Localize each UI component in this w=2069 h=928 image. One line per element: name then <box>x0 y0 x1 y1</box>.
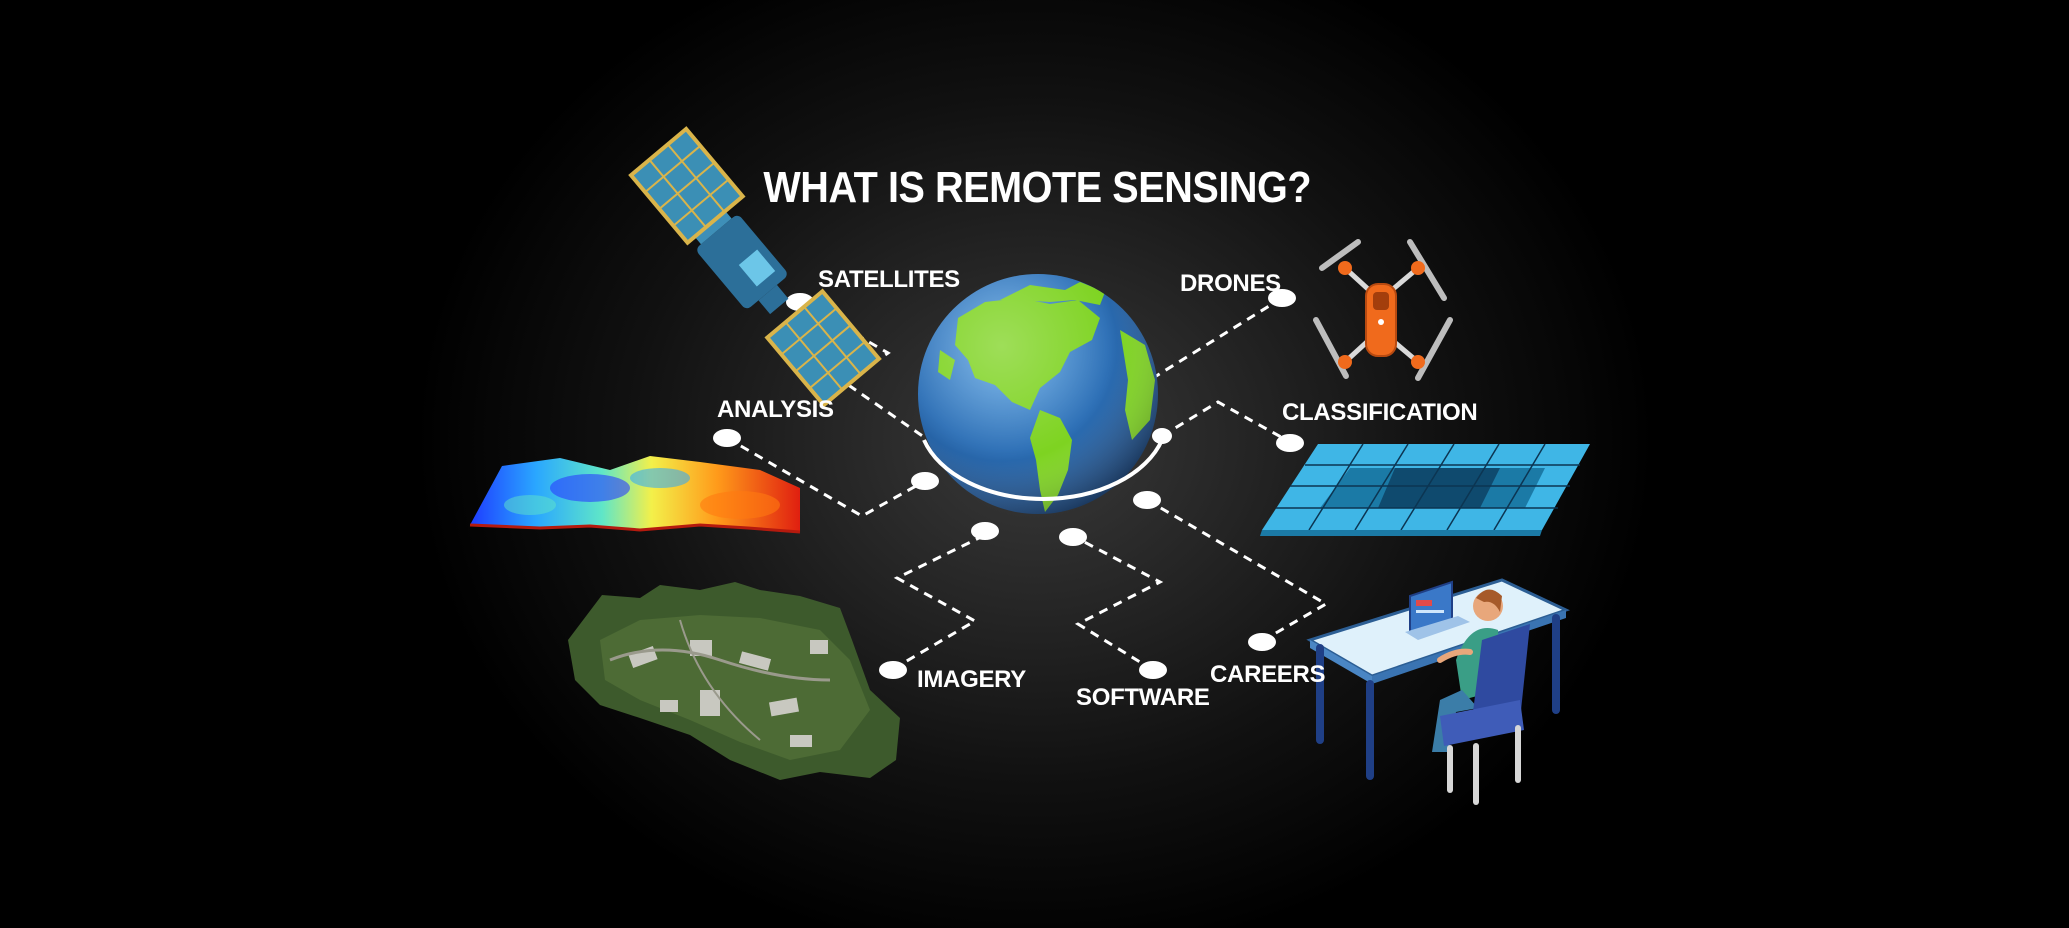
label-drones: DRONES <box>1180 270 1281 297</box>
connector-drones <box>1152 296 1283 380</box>
connector-imagery <box>892 533 986 671</box>
person-at-desk-icon <box>1306 578 1571 805</box>
label-imagery: IMAGERY <box>917 666 1027 693</box>
label-software: SOFTWARE <box>1076 684 1210 711</box>
label-careers: CAREERS <box>1210 661 1326 688</box>
heatmap-surface-icon <box>469 456 801 534</box>
satellite-icon <box>628 126 882 408</box>
connector-analysis <box>726 436 926 518</box>
connector-nodes <box>713 289 1304 679</box>
globe-ring <box>922 439 1164 501</box>
connector-software <box>1072 534 1164 672</box>
earth-globe-icon <box>918 274 1158 514</box>
label-analysis: ANALYSIS <box>717 396 834 423</box>
connector-classification <box>1161 400 1291 444</box>
label-classification: CLASSIFICATION <box>1282 399 1478 426</box>
label-satellites: SATELLITES <box>818 266 960 293</box>
aerial-imagery-icon <box>568 582 900 780</box>
connector-careers <box>1146 498 1329 643</box>
page-title: WHAT IS REMOTE SENSING? <box>763 163 1312 212</box>
drone-icon <box>1313 239 1453 381</box>
classification-grid-icon <box>1260 443 1590 536</box>
